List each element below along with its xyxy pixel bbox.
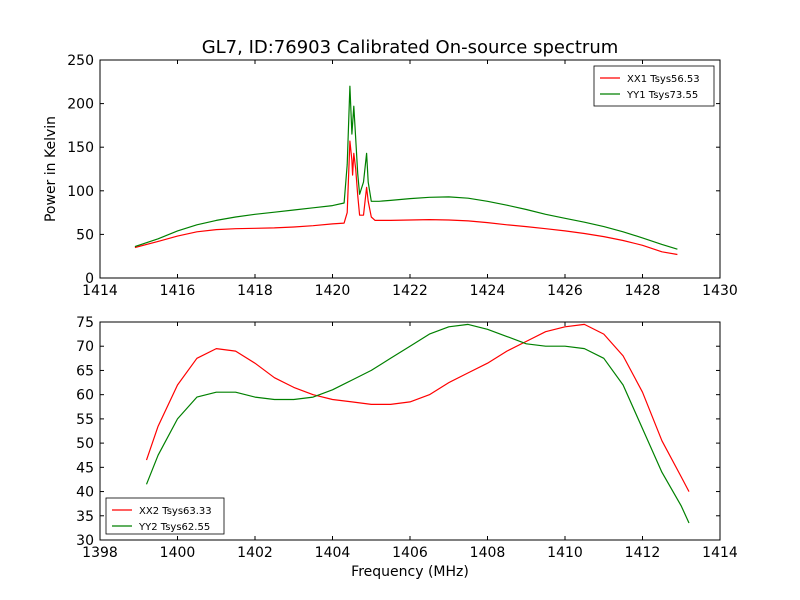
series-line-2-2 (145, 323, 690, 524)
x-tick-label-2-4: 1406 (392, 545, 428, 561)
x-tick-label-1-2: 1418 (237, 283, 273, 299)
series-line-1-2 (134, 85, 678, 250)
legend-label-1-2: YY1 Tsys73.55 (626, 90, 698, 101)
x-tick-label-2-3: 1404 (315, 545, 351, 561)
legend-2: XX2 Tsys63.33 YY2 Tsys62.55 (105, 497, 225, 535)
x-tick-label-2-5: 1408 (470, 545, 506, 561)
legend-1: XX1 Tsys56.53 YY1 Tsys73.55 (593, 65, 715, 107)
x-tick-label-2-0: 1398 (82, 545, 118, 561)
y-tick-label-1-5: 250 (67, 53, 94, 69)
x-tick-label-1-8: 1430 (702, 283, 738, 299)
x-tick-label-2-6: 1410 (547, 545, 583, 561)
y-tick-label-1-4: 200 (67, 97, 94, 113)
y-tick-label-1-1: 50 (76, 227, 94, 243)
x-tick-label-1-6: 1426 (547, 283, 583, 299)
top-panel: 1414 1416 1418 1420 1422 1424 1426 1428 1430 0 50 1… (43, 53, 738, 299)
x-tick-label-1-0: 1414 (82, 283, 118, 299)
x-axis-label-2: Frequency (MHz) (351, 564, 469, 580)
y-tick-label-2-8: 70 (76, 339, 94, 355)
x-tick-label-1-5: 1424 (470, 283, 506, 299)
x-tick-label-2-8: 1414 (702, 545, 738, 561)
legend-label-1-1: XX1 Tsys56.53 (627, 74, 700, 85)
bottom-panel: 1398 1400 1402 1404 1406 1408 1410 1412 1414 30 35… (76, 315, 738, 580)
x-tick-label-2-7: 1412 (625, 545, 661, 561)
legend-label-2-2: YY2 Tsys62.55 (138, 522, 210, 533)
y-tick-label-2-4: 50 (76, 436, 94, 452)
y-tick-label-2-3: 45 (76, 460, 94, 476)
series-line-1-1 (134, 140, 678, 256)
y-tick-label-2-1: 35 (76, 509, 94, 525)
legend-box-2 (105, 497, 225, 535)
x-tick-label-2-2: 1402 (237, 545, 273, 561)
x-tick-label-1-4: 1422 (392, 283, 428, 299)
legend-box-1 (593, 65, 715, 107)
y-tick-label-1-0: 0 (85, 271, 94, 287)
y-axis-label-1: Power in Kelvin (43, 116, 59, 222)
x-tick-label-1-7: 1428 (625, 283, 661, 299)
y-tick-label-2-7: 65 (76, 363, 94, 379)
y-tick-label-1-3: 150 (67, 140, 94, 156)
series-line-2-1 (145, 323, 690, 492)
x-tick-label-1-1: 1416 (160, 283, 196, 299)
y-tick-label-2-9: 75 (76, 315, 94, 331)
y-tick-label-1-2: 100 (67, 184, 94, 200)
y-tick-label-2-6: 60 (76, 388, 94, 404)
y-tick-label-2-5: 55 (76, 412, 94, 428)
y-tick-label-2-0: 30 (76, 533, 94, 549)
x-tick-label-1-3: 1420 (315, 283, 351, 299)
legend-label-2-1: XX2 Tsys63.33 (139, 506, 212, 517)
chart-title: GL7, ID:76903 Calibrated On-source spect… (202, 37, 619, 58)
y-tick-label-2-2: 40 (76, 485, 94, 501)
x-tick-label-2-1: 1400 (160, 545, 196, 561)
